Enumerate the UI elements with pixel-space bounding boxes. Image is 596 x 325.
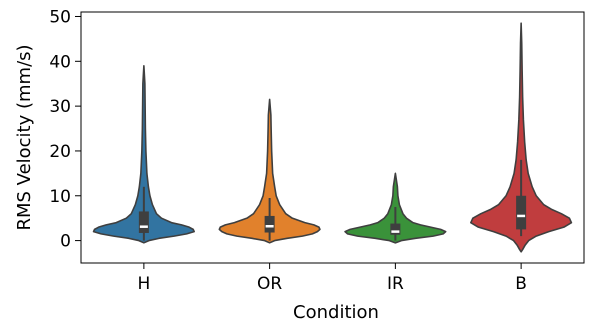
x-tick-label-b: B [515, 274, 527, 294]
iqr-box-ir [390, 223, 401, 235]
violin-h [92, 64, 195, 244]
x-axis: H OR IR B [137, 263, 527, 294]
plot-frame [80, 11, 585, 264]
y-axis-label: RMS Velocity (mm/s) [14, 44, 35, 230]
x-tick-label-h: H [137, 274, 150, 294]
iqr-box-or [264, 215, 275, 233]
boxes-layer [138, 159, 527, 241]
y-axis: 0 10 20 30 40 50 [49, 7, 81, 252]
y-tick-label: 50 [49, 7, 71, 27]
violins-layer [92, 22, 573, 253]
y-tick-label: 30 [49, 97, 71, 117]
y-tick-label: 10 [49, 187, 71, 207]
y-tick-label: 20 [49, 142, 71, 162]
violin-b [470, 22, 573, 253]
y-tick-label: 40 [49, 52, 71, 72]
iqr-box-h [138, 211, 149, 233]
y-tick-label: 0 [60, 232, 71, 252]
x-tick-label-ir: IR [387, 274, 404, 294]
iqr-box-b [516, 195, 527, 230]
violin-or [218, 98, 321, 244]
x-tick-label-or: OR [257, 274, 282, 294]
x-axis-label: Condition [293, 302, 379, 323]
